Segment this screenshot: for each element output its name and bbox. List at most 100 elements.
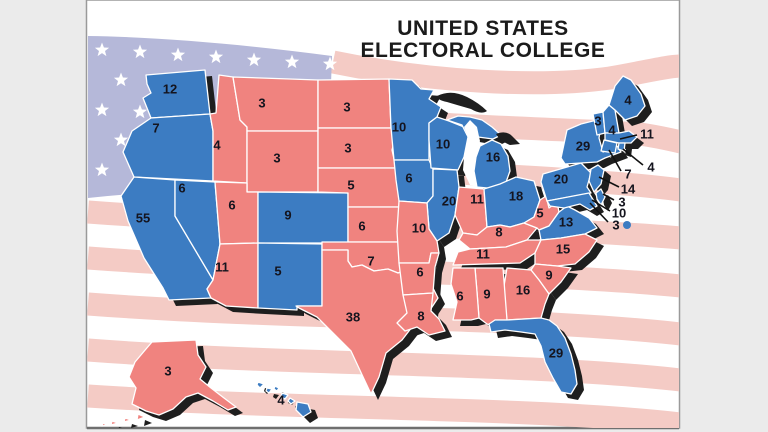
ev-label-mo: 10 (412, 221, 426, 236)
ev-label-ar: 6 (416, 265, 423, 280)
ev-label-hi: 4 (277, 393, 285, 408)
flag-star (208, 49, 224, 64)
state-mn (388, 78, 442, 161)
ev-label-ak: 3 (164, 364, 171, 379)
flag-star (322, 56, 338, 71)
callout-label-md: 10 (612, 206, 626, 221)
ev-label-nh: 4 (608, 123, 616, 138)
callout-line-ri (622, 148, 644, 166)
ev-label-wa: 12 (163, 82, 177, 97)
ev-label-ny: 29 (576, 139, 590, 154)
ev-label-in: 11 (470, 192, 484, 207)
ev-label-pa: 20 (554, 172, 568, 187)
state-ct (600, 139, 618, 154)
state-ak (101, 339, 237, 427)
state-wy (246, 130, 319, 193)
ev-label-mi: 16 (486, 150, 500, 165)
flag-star (284, 54, 300, 69)
ev-label-sd: 3 (344, 141, 351, 156)
ev-label-fl: 29 (549, 346, 563, 361)
ev-label-nm: 5 (274, 264, 281, 279)
state-md (546, 192, 598, 211)
ev-label-ky: 8 (495, 225, 502, 240)
callout-label-ma: 11 (640, 127, 654, 142)
state-co (257, 191, 349, 244)
state-de (595, 188, 606, 206)
callout-label-nj: 14 (621, 182, 636, 197)
ev-label-ga: 16 (516, 283, 530, 298)
ev-label-ca: 55 (136, 211, 150, 226)
state-fl (488, 317, 578, 395)
ev-label-wv: 5 (536, 206, 543, 221)
ev-label-ia: 6 (405, 171, 412, 186)
ev-label-az: 11 (215, 260, 229, 275)
callout-line-ma (619, 134, 638, 140)
ev-label-il: 20 (442, 194, 456, 209)
lake-superior-shadow (437, 92, 487, 113)
state-nh (602, 104, 620, 134)
ev-label-oh: 18 (509, 189, 523, 204)
state-sd (317, 127, 397, 169)
ev-label-wy: 3 (273, 151, 280, 166)
ev-label-tx: 38 (346, 310, 360, 325)
ev-label-mn: 10 (392, 120, 406, 135)
state-il (426, 168, 460, 242)
flag-star (132, 44, 148, 59)
ev-label-or: 7 (152, 121, 159, 136)
state-pa (540, 162, 592, 202)
callout-line-md (591, 199, 611, 212)
state-nj (588, 164, 605, 193)
page-title: UNITED STATES ELECTORAL COLLEGE (360, 17, 605, 62)
state-nc (534, 233, 598, 267)
ev-label-ms: 6 (456, 289, 463, 304)
callout-line-de (602, 193, 615, 201)
callout-line-ct (608, 149, 622, 172)
title-line-2: ELECTORAL COLLEGE (360, 39, 605, 62)
ev-label-me: 4 (624, 93, 632, 108)
states-layer (101, 69, 646, 427)
callout-label-de: 3 (618, 195, 625, 210)
ev-label-co: 9 (284, 208, 291, 223)
state-nd (317, 78, 392, 129)
flag-star (94, 162, 110, 177)
callout-label-dc: 3 (612, 218, 619, 233)
callout-line-nj (598, 176, 620, 188)
flag-star (170, 47, 186, 62)
callout-label-ri: 4 (647, 160, 655, 175)
flag-star (132, 104, 148, 119)
ev-label-nv: 6 (178, 181, 185, 196)
state-dot-dc (623, 221, 631, 229)
state-hi (256, 381, 312, 418)
state-ar (398, 252, 440, 296)
ev-label-vt: 3 (594, 114, 601, 129)
callout-label-ct: 7 (624, 167, 631, 182)
ev-label-ok: 7 (367, 254, 374, 269)
callout-line-dc (589, 202, 609, 223)
state-mt (232, 76, 319, 132)
ev-label-ne: 5 (347, 178, 354, 193)
state-nm (257, 242, 323, 311)
state-shadow-de (603, 195, 612, 211)
ev-label-nd: 3 (343, 100, 350, 115)
flag-star (113, 72, 129, 87)
flag-star (113, 132, 129, 147)
ev-label-wi: 10 (436, 137, 450, 152)
ev-label-tn: 11 (476, 247, 490, 262)
state-ms (450, 267, 480, 321)
ev-label-va: 13 (559, 215, 573, 230)
ev-label-ut: 6 (228, 198, 235, 213)
ev-label-ks: 6 (358, 219, 365, 234)
state-la (396, 292, 446, 336)
ev-label-nc: 15 (556, 242, 570, 257)
title-line-1: UNITED STATES (397, 17, 569, 40)
flag-star (94, 102, 110, 117)
flag-star (94, 42, 110, 57)
ev-label-al: 9 (483, 287, 490, 302)
great-lakes (437, 92, 520, 186)
ev-label-id: 4 (213, 138, 221, 153)
ev-label-la: 8 (417, 309, 424, 324)
lake-huron-shadow (496, 132, 520, 145)
